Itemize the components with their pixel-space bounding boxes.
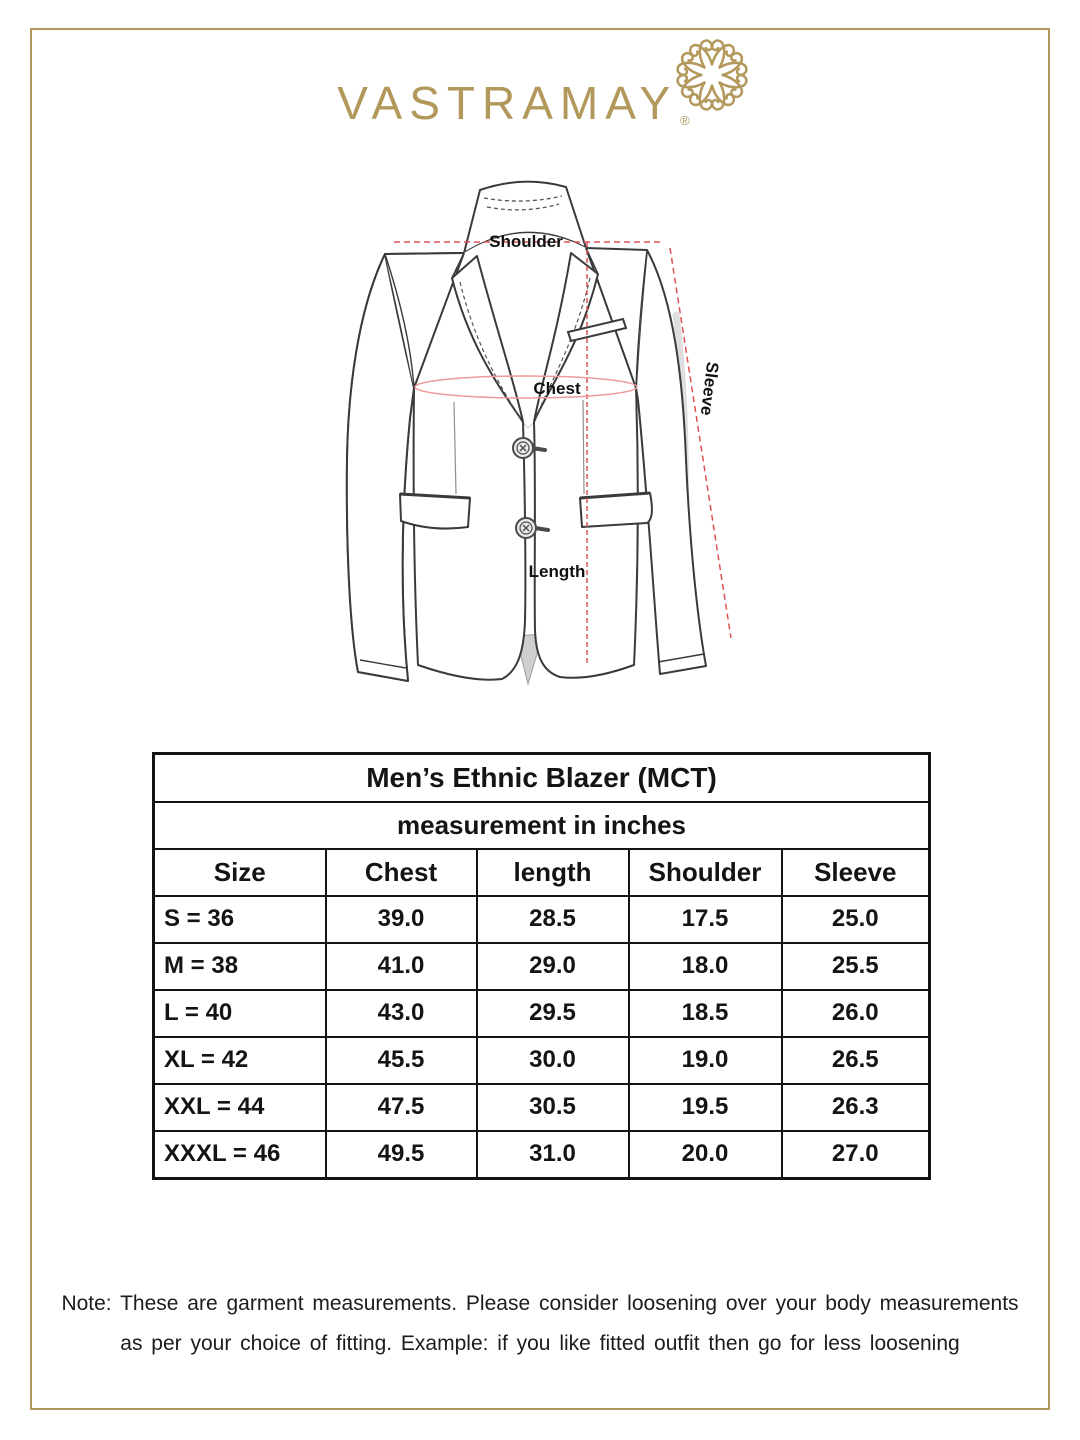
- diagram-label-shoulder: Shoulder: [489, 232, 563, 251]
- length-cell: 29.5: [475, 989, 630, 1038]
- table-subtitle: measurement in inches: [152, 801, 931, 850]
- length-cell: 28.5: [475, 895, 630, 944]
- size-cell: XXXL = 46: [152, 1130, 327, 1180]
- chest-pocket: [566, 317, 628, 343]
- diagram-label-length: Length: [529, 562, 586, 581]
- sleeve-cell: 26.5: [780, 1036, 931, 1085]
- size-chart-table: Men’s Ethnic Blazer (MCT) measurement in…: [152, 752, 932, 1180]
- table-header-row: Size Chest length Shoulder Sleeve: [152, 848, 931, 897]
- sleeve-measure-line: [669, 247, 732, 639]
- shoulder-cell: 19.0: [627, 1036, 783, 1085]
- brand-logo-inner: VASTRAMAY ®: [337, 37, 750, 129]
- diagram-label-sleeve: Sleeve: [697, 361, 722, 417]
- shoulder-cell: 19.5: [627, 1083, 783, 1132]
- note-line-2: as per your choice of fitting. Example: …: [120, 1332, 960, 1355]
- blazer-measurement-diagram: Shoulder Chest Length Sleeve: [330, 160, 770, 710]
- chest-cell: 49.5: [324, 1130, 478, 1180]
- shoulder-cell: 20.0: [627, 1130, 783, 1180]
- measurement-note: Note: These are garment measurements. Pl…: [42, 1284, 1038, 1364]
- table-row-m: M = 38 41.0 29.0 18.0 25.5: [152, 942, 931, 991]
- chest-cell: 47.5: [324, 1083, 478, 1132]
- table-subtitle-row: measurement in inches: [152, 801, 931, 850]
- size-cell: S = 36: [152, 895, 327, 944]
- sleeve-cell: 25.5: [780, 942, 931, 991]
- chest-measure-ellipse: [414, 375, 638, 399]
- diagram-label-chest: Chest: [533, 379, 581, 398]
- table-title-row: Men’s Ethnic Blazer (MCT): [152, 752, 931, 803]
- brand-ornament-icon: [673, 37, 750, 113]
- shoulder-cell: 18.0: [627, 942, 783, 991]
- size-cell: XXL = 44: [152, 1083, 327, 1132]
- column-header-shoulder: Shoulder: [627, 848, 783, 897]
- chest-cell: 43.0: [324, 989, 478, 1038]
- size-cell: L = 40: [152, 989, 327, 1038]
- column-header-length: length: [475, 848, 630, 897]
- shoulder-cell: 18.5: [627, 989, 783, 1038]
- length-cell: 29.0: [475, 942, 630, 991]
- table-row-s: S = 36 39.0 28.5 17.5 25.0: [152, 895, 931, 944]
- table-row-xxxl: XXXL = 46 49.5 31.0 20.0 27.0: [152, 1130, 931, 1180]
- table-row-l: L = 40 43.0 29.5 18.5 26.0: [152, 989, 931, 1038]
- column-header-size: Size: [152, 848, 327, 897]
- size-cell: XL = 42: [152, 1036, 327, 1085]
- chest-cell: 39.0: [324, 895, 478, 944]
- chest-cell: 45.5: [324, 1036, 478, 1085]
- table-title: Men’s Ethnic Blazer (MCT): [152, 752, 931, 803]
- button-icons: [512, 437, 550, 539]
- length-cell: 30.5: [475, 1083, 630, 1132]
- brand-logo: VASTRAMAY ®: [0, 37, 1080, 129]
- brand-name: VASTRAMAY: [337, 77, 678, 129]
- note-line-1: Note: These are garment measurements. Pl…: [61, 1292, 1019, 1315]
- column-header-chest: Chest: [324, 848, 478, 897]
- length-cell: 31.0: [475, 1130, 630, 1180]
- sleeve-cell: 26.0: [780, 989, 931, 1038]
- sleeve-cell: 27.0: [780, 1130, 931, 1180]
- chest-cell: 41.0: [324, 942, 478, 991]
- sleeve-cell: 25.0: [780, 895, 931, 944]
- sleeve-cell: 26.3: [780, 1083, 931, 1132]
- shoulder-cell: 17.5: [627, 895, 783, 944]
- table-row-xl: XL = 42 45.5 30.0 19.0 26.5: [152, 1036, 931, 1085]
- column-header-sleeve: Sleeve: [780, 848, 931, 897]
- size-cell: M = 38: [152, 942, 327, 991]
- registered-trademark: ®: [680, 113, 690, 128]
- length-cell: 30.0: [475, 1036, 630, 1085]
- table-row-xxl: XXL = 44 47.5 30.5 19.5 26.3: [152, 1083, 931, 1132]
